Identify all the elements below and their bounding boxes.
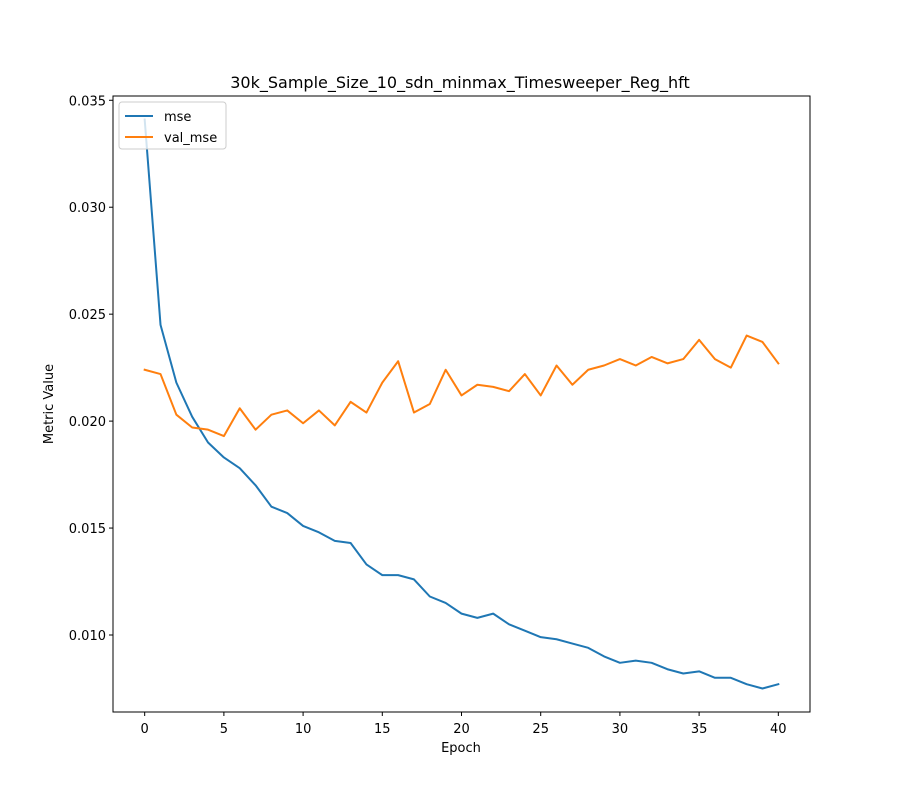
legend-label: val_mse	[164, 131, 217, 146]
x-tick-label: 15	[374, 722, 391, 737]
x-axis: 0 5 10 15 20 25 30 35 40	[141, 712, 787, 737]
x-tick-label: 25	[532, 722, 549, 737]
y-axis: 0.010 0.015 0.020 0.025 0.030 0.035	[69, 94, 113, 644]
y-tick-label: 0.010	[69, 629, 106, 644]
y-tick-label: 0.020	[69, 415, 106, 430]
x-tick-label: 20	[453, 722, 470, 737]
y-tick-label: 0.035	[69, 94, 106, 109]
series-line-mse	[143, 118, 780, 690]
y-axis-label: Metric Value	[42, 364, 57, 444]
series-line-val-mse	[143, 334, 780, 438]
x-axis-label: Epoch	[441, 741, 481, 756]
chart-title: 30k_Sample_Size_10_sdn_minmax_Timesweepe…	[230, 73, 690, 93]
plot-frame	[112, 95, 811, 713]
plot-area	[143, 118, 780, 690]
x-tick-label: 10	[295, 722, 312, 737]
x-tick-label: 40	[770, 722, 787, 737]
y-tick-label: 0.015	[69, 522, 106, 537]
y-tick-label: 0.025	[69, 308, 106, 323]
legend-label: mse	[164, 110, 191, 125]
legend: mse val_mse	[118, 101, 227, 150]
x-tick-label: 35	[691, 722, 708, 737]
x-tick-label: 0	[141, 722, 149, 737]
x-tick-label: 5	[220, 722, 228, 737]
y-tick-label: 0.030	[69, 201, 106, 216]
x-tick-label: 30	[612, 722, 629, 737]
